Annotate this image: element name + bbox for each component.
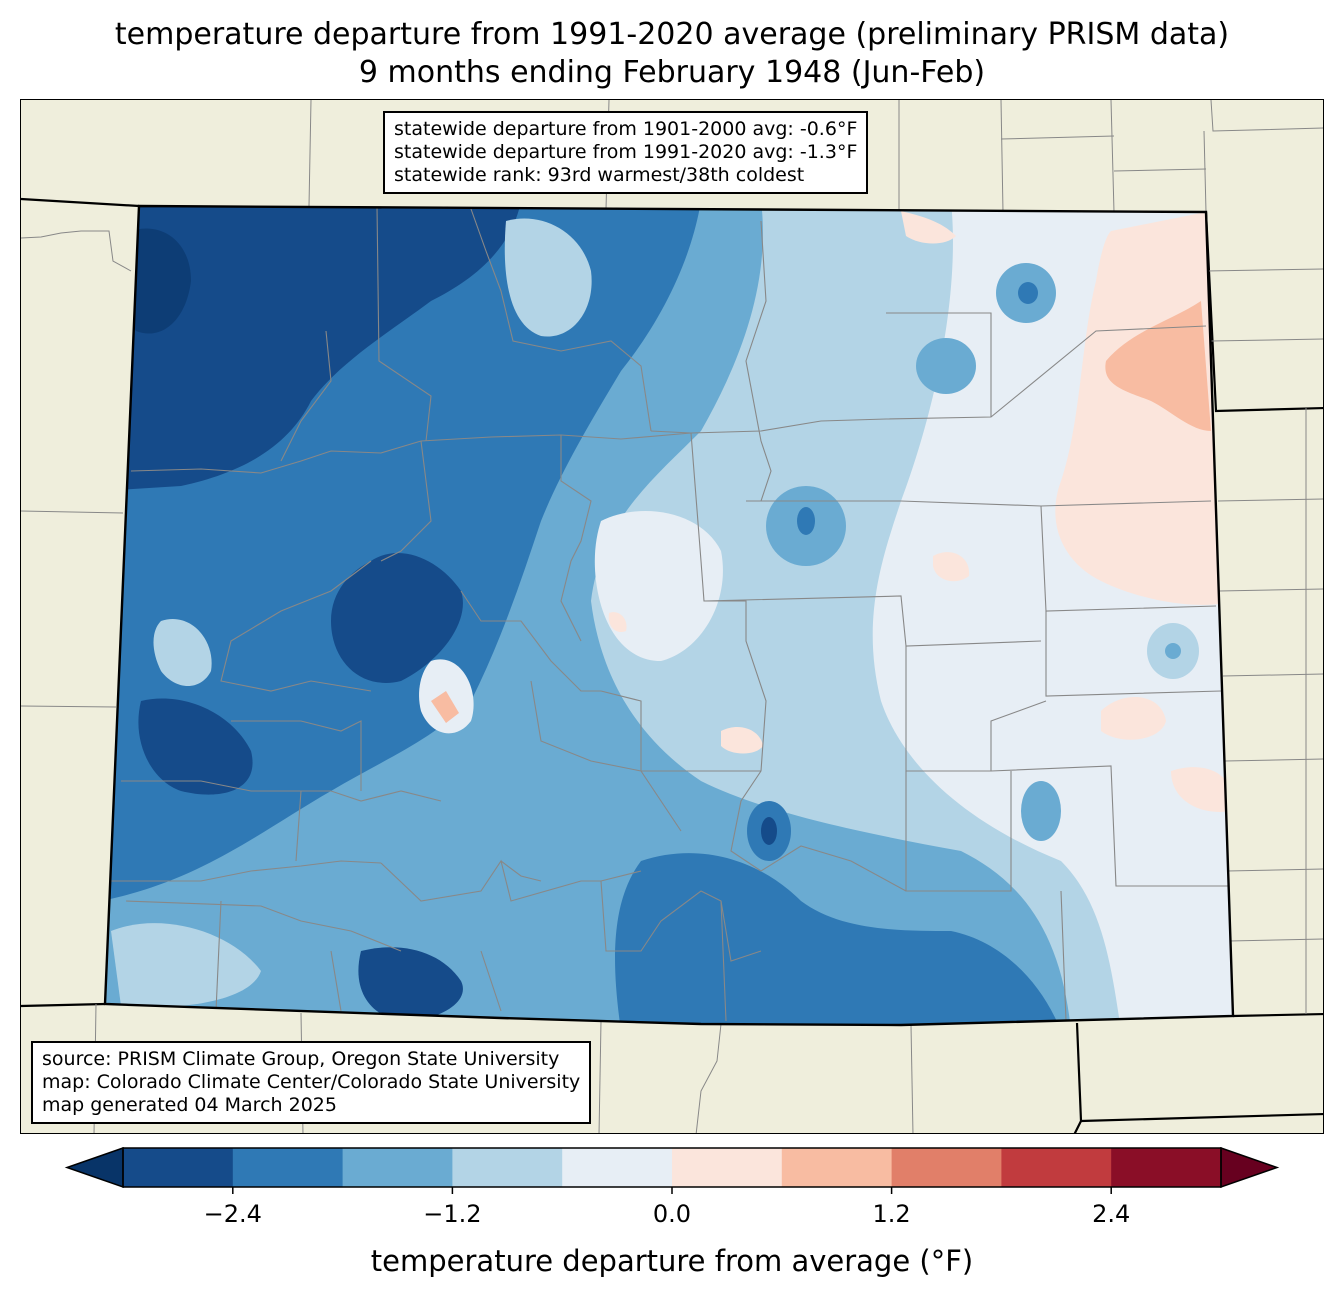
colorbar-over-arrow [1220, 1146, 1280, 1189]
colorbar-bin-4 [562, 1148, 673, 1187]
colorbar-tick-label: 1.2 [873, 1200, 911, 1228]
stats-departure-1991-2020: statewide departure from 1991-2020 avg: … [394, 141, 858, 163]
colorbar-bin-8 [1001, 1148, 1112, 1187]
colorbar-bin-3 [452, 1148, 563, 1187]
colorado-border [103, 204, 1235, 1027]
colorbar-bin-7 [891, 1148, 1002, 1187]
source-line: source: PRISM Climate Group, Oregon Stat… [42, 1048, 560, 1070]
colorbar-tick-label: −2.4 [204, 1200, 262, 1228]
source-credit-box: source: PRISM Climate Group, Oregon Stat… [31, 1041, 592, 1124]
colorbar-under-arrow [64, 1146, 124, 1189]
colorbar-bin-2 [342, 1148, 453, 1187]
map-title-line2: 9 months ending February 1948 (Jun-Feb) [358, 55, 986, 90]
generated-date-line: map generated 04 March 2025 [42, 1094, 337, 1116]
map-panel [20, 99, 1324, 1134]
county-lines [111, 206, 1229, 1022]
colorbar-bin-5 [672, 1148, 783, 1187]
map-credit-line: map: Colorado Climate Center/Colorado St… [42, 1071, 581, 1093]
colorbar-ticks: −2.4 −1.2 0.0 1.2 2.4 [204, 1187, 1130, 1228]
colorbar-tick-label: −1.2 [423, 1200, 481, 1228]
colorbar-label: temperature departure from average (°F) [370, 1244, 974, 1278]
stats-departure-1901-2000: statewide departure from 1901-2000 avg: … [394, 118, 858, 140]
colorbar-bin-0 [123, 1148, 234, 1187]
colorbar: −2.4 −1.2 0.0 1.2 2.4 [64, 1146, 1280, 1228]
colorbar-tick-label: 0.0 [653, 1200, 691, 1228]
colorbar-bin-1 [232, 1148, 344, 1187]
map-title-line1: temperature departure from 1991-2020 ave… [114, 17, 1230, 52]
statewide-stats-box: statewide departure from 1901-2000 avg: … [383, 111, 869, 194]
colorado-map [21, 100, 1323, 1133]
colorbar-bin-9 [1111, 1148, 1222, 1187]
colorbar-bin-6 [781, 1148, 893, 1187]
colorbar-tick-label: 2.4 [1092, 1200, 1130, 1228]
colorbar-bins [123, 1148, 1222, 1187]
stats-rank: statewide rank: 93rd warmest/38th coldes… [394, 164, 805, 186]
